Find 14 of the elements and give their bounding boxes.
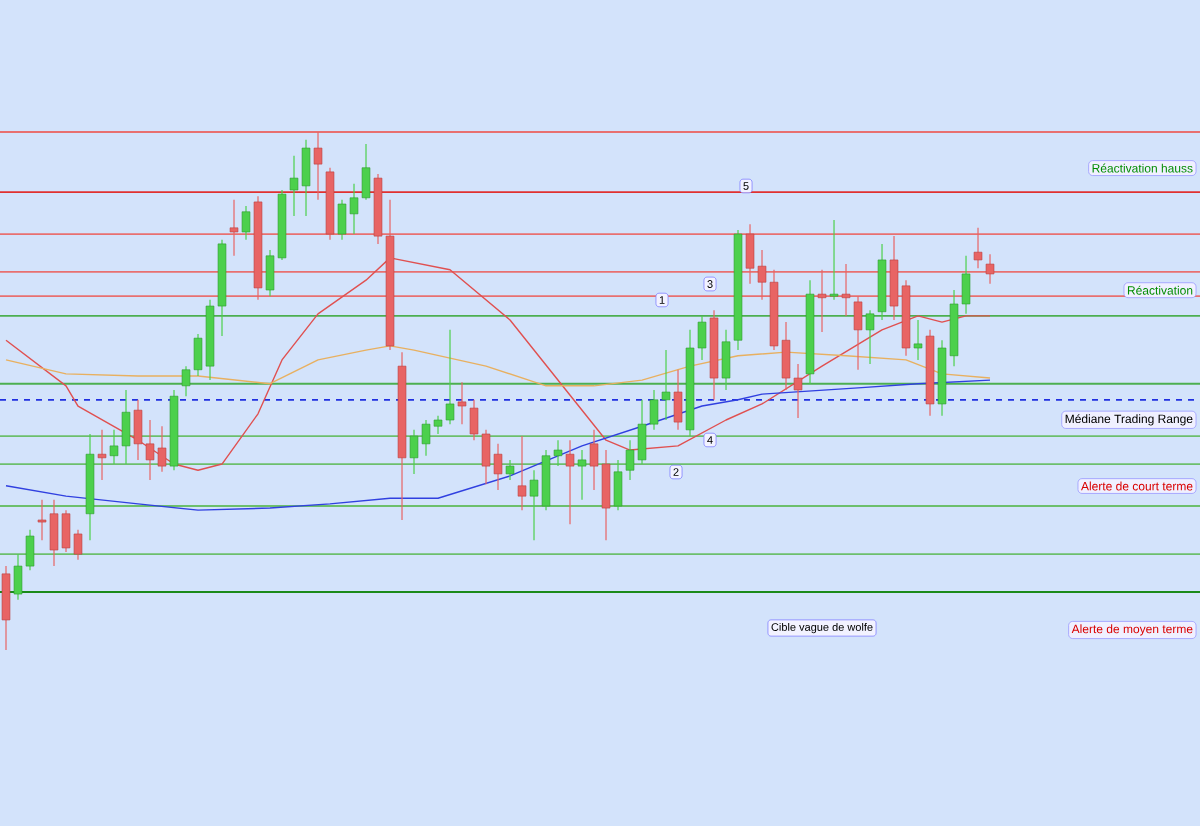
- candlestick: [865, 309, 875, 365]
- candlestick: [457, 381, 467, 425]
- candlestick: [721, 329, 731, 391]
- candlestick: [517, 435, 527, 511]
- candlestick: [829, 219, 839, 301]
- candlestick: [613, 459, 623, 511]
- candlestick: [565, 439, 575, 525]
- candlestick: [97, 429, 107, 481]
- candlestick: [505, 459, 515, 481]
- candlestick: [673, 369, 683, 431]
- candlestick: [1, 565, 11, 651]
- candlestick: [913, 319, 923, 361]
- candlestick: [577, 449, 587, 501]
- candlestick: [241, 205, 251, 241]
